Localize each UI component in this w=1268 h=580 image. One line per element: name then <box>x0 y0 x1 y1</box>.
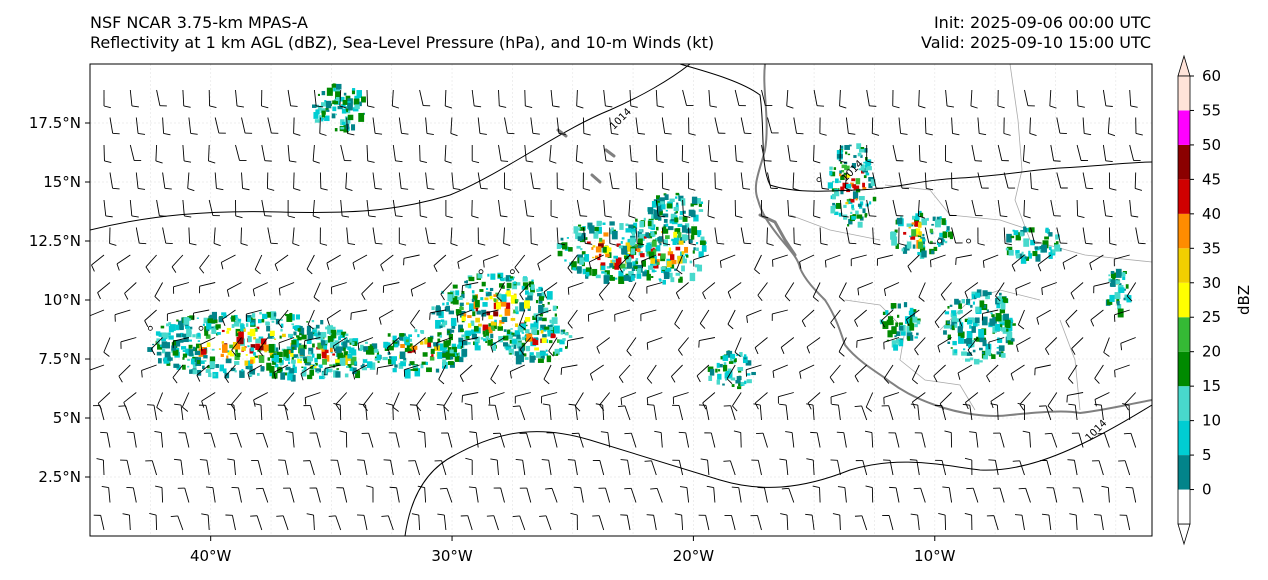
lon-tick-label: 30°W <box>431 547 473 565</box>
lat-tick-label: 7.5°N <box>38 350 81 368</box>
colorbar-swatch <box>1178 76 1190 111</box>
lon-tick-label: 20°W <box>673 547 715 565</box>
lat-tick-label: 15°N <box>43 173 81 191</box>
colorbar-swatch <box>1178 455 1190 490</box>
colorbar-label: dBZ <box>1235 285 1253 315</box>
colorbar-tick-label: 30 <box>1202 274 1221 292</box>
colorbar: 0 5 10 15 20 25 30 35 40 45 50 55 60 dBZ <box>1177 54 1253 546</box>
colorbar-swatch <box>1178 386 1190 421</box>
map-title-right: Init: 2025-09-06 00:00 UTC Valid: 2025-0… <box>921 13 1151 53</box>
sea-level-pressure-contours <box>90 64 1152 536</box>
colorbar-swatch <box>1178 248 1190 283</box>
colorbar-tick-label: 55 <box>1202 101 1221 119</box>
colorbar-tick-label: 60 <box>1202 67 1221 85</box>
colorbar-swatch <box>1178 144 1190 180</box>
colorbar-tick-label: 50 <box>1202 136 1221 154</box>
colorbar-swatch <box>1178 110 1190 145</box>
map-title-left: NSF NCAR 3.75-km MPAS-A Reflectivity at … <box>90 13 714 53</box>
fields-title: Reflectivity at 1 km AGL (dBZ), Sea-Leve… <box>90 33 715 52</box>
lat-tick-label: 17.5°N <box>29 114 81 132</box>
station-markers <box>147 177 971 331</box>
lon-tick-label: 40°W <box>190 547 232 565</box>
lat-tick-label: 5°N <box>53 409 81 427</box>
colorbar-tick-label: 15 <box>1202 377 1221 395</box>
init-time: Init: 2025-09-06 00:00 UTC <box>933 13 1151 32</box>
colorbar-tick-label: 25 <box>1202 308 1221 326</box>
colorbar-swatch <box>1178 213 1190 249</box>
colorbar-tick-label: 45 <box>1202 170 1221 188</box>
valid-time: Valid: 2025-09-10 15:00 UTC <box>920 33 1151 52</box>
lon-tick-label: 10°W <box>914 547 956 565</box>
lat-tick-label: 10°N <box>43 291 81 309</box>
west-africa-coastline <box>556 64 1152 417</box>
colorbar-swatch <box>1178 317 1190 352</box>
colorbar-swatch <box>1178 351 1190 387</box>
map-axes: 2.5°N 5°N 7.5°N 10°N 12.5°N 15°N 17.5°N 40°W 30°… <box>29 114 956 565</box>
colorbar-tick-label: 40 <box>1202 205 1221 223</box>
colorbar-swatch <box>1178 179 1190 214</box>
colorbar-tick-label: 35 <box>1202 239 1221 257</box>
colorbar-tick-label: 20 <box>1202 343 1221 361</box>
lat-tick-label: 2.5°N <box>38 468 81 486</box>
reflectivity-cells <box>147 83 1132 390</box>
lat-tick-label: 12.5°N <box>29 232 81 250</box>
colorbar-tick-label: 10 <box>1202 412 1221 430</box>
colorbar-swatch <box>1178 282 1190 318</box>
wind-barbs <box>90 89 1146 531</box>
map-background <box>90 64 1152 536</box>
colorbar-tick-label: 5 <box>1202 446 1212 464</box>
colorbar-tick-label: 0 <box>1202 481 1212 499</box>
colorbar-swatch <box>1178 420 1190 456</box>
model-title: NSF NCAR 3.75-km MPAS-A <box>90 13 308 32</box>
